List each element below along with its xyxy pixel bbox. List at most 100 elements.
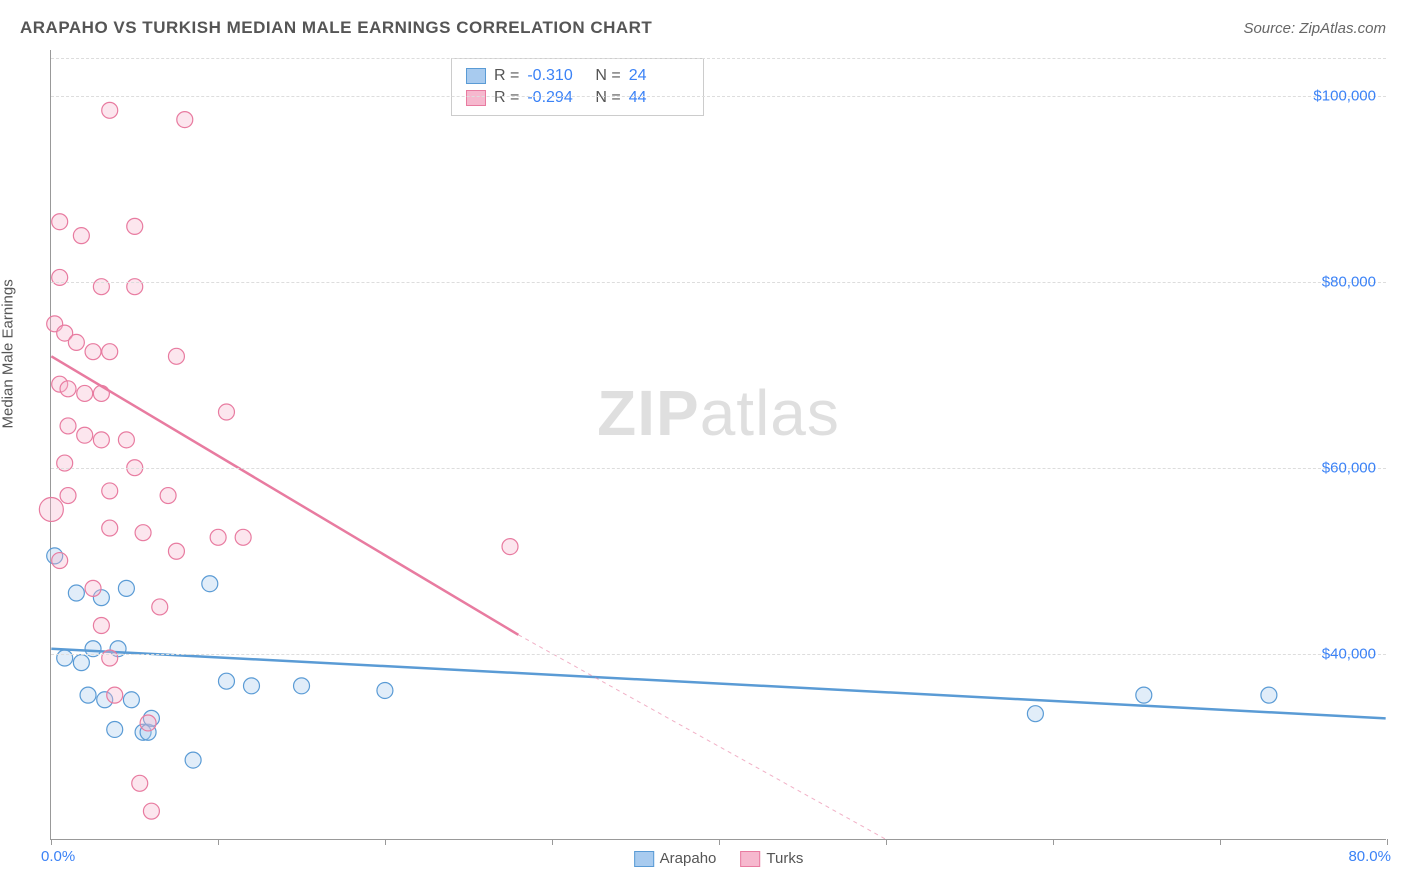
data-point	[168, 543, 184, 559]
x-tick	[51, 839, 52, 845]
data-point	[118, 580, 134, 596]
x-tick	[552, 839, 553, 845]
data-point	[502, 539, 518, 555]
legend-stat-row: R = -0.310 N = 24	[466, 65, 689, 87]
data-point	[118, 432, 134, 448]
data-point	[93, 432, 109, 448]
data-point	[1136, 687, 1152, 703]
x-tick	[1220, 839, 1221, 845]
data-point	[218, 404, 234, 420]
data-point	[135, 525, 151, 541]
gridline	[51, 282, 1386, 283]
legend-swatch	[634, 851, 654, 867]
data-point	[68, 585, 84, 601]
data-point	[102, 483, 118, 499]
n-value: 24	[629, 67, 689, 85]
data-point	[152, 599, 168, 615]
data-point	[85, 580, 101, 596]
data-point	[140, 715, 156, 731]
data-point	[168, 348, 184, 364]
x-tick	[1053, 839, 1054, 845]
chart-title: ARAPAHO VS TURKISH MEDIAN MALE EARNINGS …	[20, 18, 652, 38]
data-point	[52, 553, 68, 569]
data-point	[102, 344, 118, 360]
data-point	[294, 678, 310, 694]
data-point	[377, 682, 393, 698]
gridline	[51, 468, 1386, 469]
y-axis-label: Median Male Earnings	[0, 279, 17, 428]
data-point	[107, 687, 123, 703]
r-label: R =	[494, 67, 519, 85]
legend-swatch	[740, 851, 760, 867]
data-point	[39, 497, 63, 521]
data-point	[93, 618, 109, 634]
data-point	[177, 112, 193, 128]
legend-label: Turks	[766, 850, 803, 867]
x-tick	[218, 839, 219, 845]
data-point	[52, 214, 68, 230]
data-point	[102, 650, 118, 666]
legend-swatch	[466, 68, 486, 84]
data-point	[102, 520, 118, 536]
n-label: N =	[595, 67, 620, 85]
data-point	[218, 673, 234, 689]
trend-line-extension	[518, 635, 885, 839]
data-point	[1027, 706, 1043, 722]
y-tick-label: $40,000	[1322, 646, 1376, 663]
data-point	[202, 576, 218, 592]
legend-stat-row: R = -0.294 N = 44	[466, 87, 689, 109]
x-axis-max-label: 80.0%	[1348, 848, 1391, 865]
data-point	[210, 529, 226, 545]
data-point	[185, 752, 201, 768]
data-point	[127, 279, 143, 295]
data-point	[244, 678, 260, 694]
x-axis-min-label: 0.0%	[41, 848, 75, 865]
r-label: R =	[494, 89, 519, 107]
legend-item: Turks	[740, 850, 803, 867]
y-tick-label: $100,000	[1313, 88, 1376, 105]
data-point	[85, 344, 101, 360]
n-label: N =	[595, 89, 620, 107]
data-point	[60, 381, 76, 397]
data-point	[132, 775, 148, 791]
gridline	[51, 58, 1386, 59]
data-point	[235, 529, 251, 545]
data-point	[102, 102, 118, 118]
data-point	[107, 721, 123, 737]
data-point	[93, 279, 109, 295]
x-tick	[385, 839, 386, 845]
legend-label: Arapaho	[660, 850, 717, 867]
data-point	[143, 803, 159, 819]
data-point	[127, 218, 143, 234]
scatter-svg	[51, 50, 1386, 839]
r-value: -0.294	[527, 89, 587, 107]
chart-plot-area: ZIPatlas R = -0.310 N = 24 R = -0.294 N …	[50, 50, 1386, 840]
data-point	[80, 687, 96, 703]
data-point	[60, 418, 76, 434]
data-point	[160, 488, 176, 504]
data-point	[57, 650, 73, 666]
data-point	[93, 385, 109, 401]
data-point	[73, 228, 89, 244]
gridline	[51, 654, 1386, 655]
legend-item: Arapaho	[634, 850, 717, 867]
y-tick-label: $60,000	[1322, 460, 1376, 477]
data-point	[123, 692, 139, 708]
legend-swatch	[466, 90, 486, 106]
data-point	[73, 655, 89, 671]
source-attribution: Source: ZipAtlas.com	[1243, 20, 1386, 37]
gridline	[51, 96, 1386, 97]
series-legend: Arapaho Turks	[634, 850, 804, 867]
x-tick	[886, 839, 887, 845]
data-point	[1261, 687, 1277, 703]
y-tick-label: $80,000	[1322, 274, 1376, 291]
data-point	[60, 488, 76, 504]
correlation-legend: R = -0.310 N = 24 R = -0.294 N = 44	[451, 58, 704, 116]
data-point	[77, 427, 93, 443]
n-value: 44	[629, 89, 689, 107]
x-tick	[1387, 839, 1388, 845]
data-point	[68, 334, 84, 350]
r-value: -0.310	[527, 67, 587, 85]
data-point	[77, 385, 93, 401]
x-tick	[719, 839, 720, 845]
